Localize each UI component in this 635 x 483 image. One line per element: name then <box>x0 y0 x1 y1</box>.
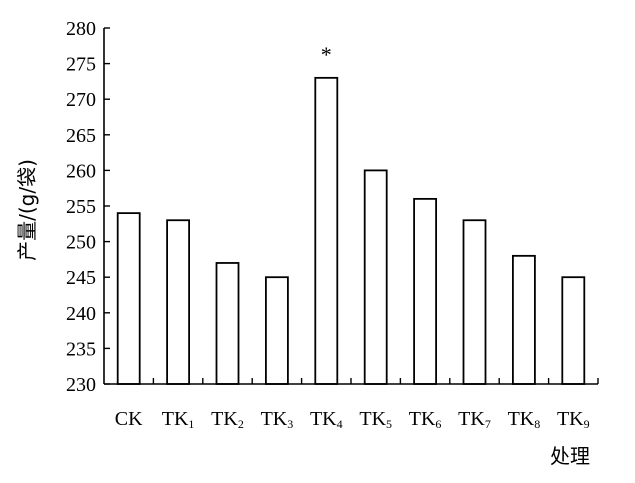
y-tick-label: 230 <box>66 374 96 396</box>
x-tick-label: TK4 <box>310 408 343 431</box>
x-axis-label: 处理 <box>550 444 590 468</box>
y-tick-label: 265 <box>66 125 96 147</box>
y-axis-label: 产量/(g/袋) <box>15 159 39 261</box>
x-tick-label: TK7 <box>458 408 491 431</box>
bar-tk5 <box>363 169 388 385</box>
y-tick-label: 260 <box>66 160 96 182</box>
y-tick-label: 235 <box>66 338 96 360</box>
x-ticks-group: CK TK1 TK2 TK3 TK4 TK5 TK6 TK7 TK8 TK9 <box>115 408 590 431</box>
x-tick-label: TK6 <box>409 408 442 431</box>
bars-group <box>116 76 586 385</box>
bar-tk1 <box>166 219 191 385</box>
bar-tk3 <box>264 276 289 385</box>
bar-tk2 <box>215 262 240 385</box>
y-tick-label: 250 <box>66 232 96 254</box>
y-tick-label: 275 <box>66 54 96 76</box>
x-tick-label: CK <box>115 408 143 430</box>
x-tick-label: TK8 <box>508 408 541 431</box>
y-tick-label: 245 <box>66 267 96 289</box>
significance-marker: * <box>321 42 332 67</box>
y-tick-label: 270 <box>66 89 96 111</box>
x-tick-label: TK1 <box>162 408 195 431</box>
bar-tk6 <box>413 197 438 385</box>
y-tick-label: 280 <box>66 18 96 40</box>
bar-ck <box>116 212 141 385</box>
x-tick-label: TK5 <box>359 408 392 431</box>
x-tick-label: TK9 <box>557 408 590 431</box>
y-tick-label: 255 <box>66 196 96 218</box>
y-tick-label: 240 <box>66 303 96 325</box>
y-ticks-group: 230 235 240 245 250 255 260 265 270 275 280 <box>66 18 110 396</box>
annotations-group: * <box>321 42 332 67</box>
bar-tk8 <box>512 254 536 385</box>
x-tick-label: TK2 <box>211 408 244 431</box>
x-tick-label: TK3 <box>261 408 294 431</box>
bar-tk9 <box>561 276 586 385</box>
bar-tk4 <box>314 76 339 385</box>
bar-tk7 <box>462 219 487 385</box>
